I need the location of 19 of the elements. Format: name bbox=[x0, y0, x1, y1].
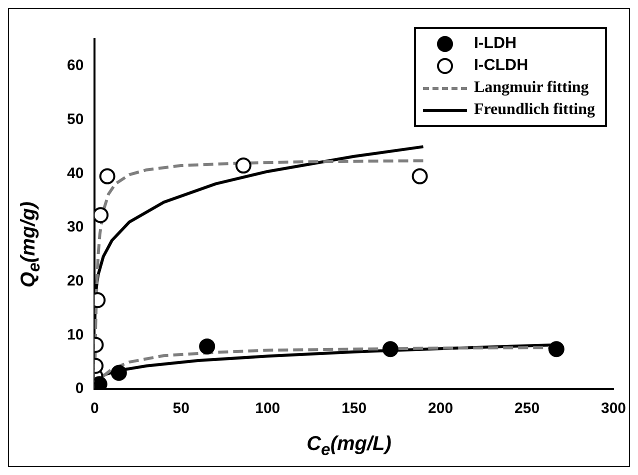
y-tick-label: 40 bbox=[66, 164, 84, 182]
legend-label: Langmuir fitting bbox=[474, 79, 589, 97]
x-axis-title: C$_{e}$(mg/L) bbox=[306, 433, 392, 460]
y-tick-label: 30 bbox=[66, 218, 84, 236]
legend-label: I-LDH bbox=[474, 35, 517, 53]
x-tick-label: 150 bbox=[342, 400, 367, 418]
y-tick-label: 10 bbox=[66, 326, 84, 344]
y-tick-label: 60 bbox=[66, 57, 84, 74]
x-tick-label: 250 bbox=[514, 400, 540, 418]
legend-label: I-CLDH bbox=[474, 57, 528, 75]
x-tick-label: 100 bbox=[255, 400, 280, 418]
x-tick-label: 300 bbox=[600, 400, 626, 418]
x-tick-label: 0 bbox=[90, 400, 99, 418]
y-tick-label: 0 bbox=[75, 380, 84, 398]
x-tick-label: 50 bbox=[172, 400, 190, 418]
y-tick-label: 20 bbox=[66, 272, 84, 290]
y-tick-label: 50 bbox=[66, 110, 84, 128]
x-tick-label: 200 bbox=[428, 400, 454, 418]
legend-label: Freundlich fitting bbox=[474, 101, 595, 119]
